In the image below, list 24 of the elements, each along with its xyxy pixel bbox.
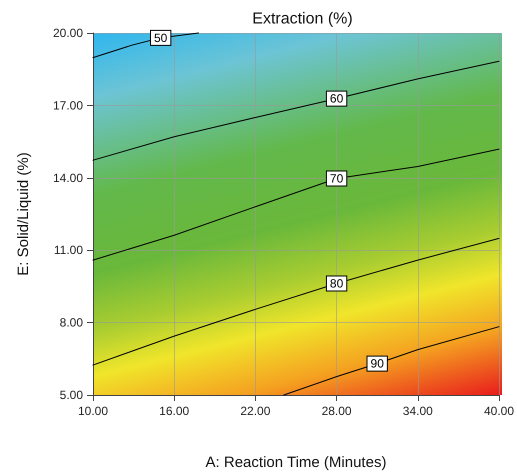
x-tick-label: 28.00	[322, 404, 352, 418]
x-tick-label: 22.00	[240, 404, 271, 418]
y-tick-label: 14.00	[52, 170, 84, 185]
chart-title: Extraction (%)	[252, 10, 353, 28]
series-label: 80	[330, 276, 344, 291]
y-tick-label: 5.00	[60, 388, 84, 402]
series-label: 90	[370, 356, 384, 371]
y-tick-label: 17.00	[52, 98, 84, 112]
line-series	[92, 238, 500, 366]
y-axis-title: E: Solid/Liquid (%)	[15, 152, 32, 276]
line-series	[283, 326, 500, 396]
x-tick-label: 34.00	[402, 404, 434, 418]
x-tick-label: 40.00	[484, 404, 514, 418]
line-series	[92, 60, 500, 161]
y-tick-label: 11.00	[54, 243, 84, 258]
series-label: 50	[154, 30, 168, 45]
x-tick-label: 10.00	[78, 404, 108, 418]
x-tick-label: 16.00	[159, 404, 190, 418]
x-axis-title: A: Reaction Time (Minutes)	[206, 454, 386, 471]
line-series	[92, 148, 500, 261]
y-tick-label: 8.00	[60, 316, 84, 330]
series-label: 60	[330, 92, 344, 106]
series-label: 70	[330, 172, 344, 186]
y-tick-label: 20.00	[52, 26, 84, 40]
